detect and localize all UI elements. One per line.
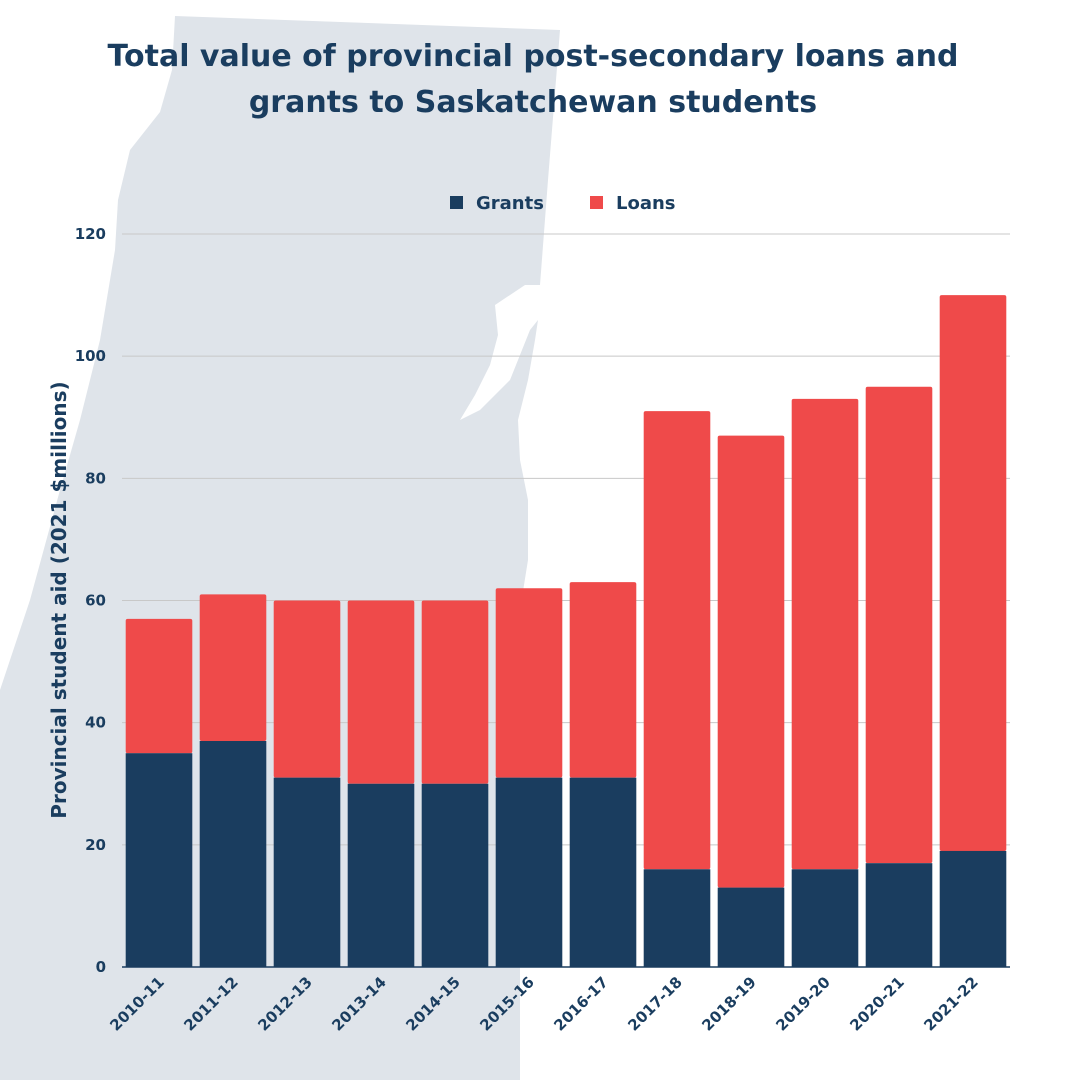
x-tick-label: 2021-22 (920, 973, 981, 1034)
x-tick-label: 2011-12 (180, 973, 241, 1034)
bar-grants-2019-20 (791, 869, 859, 967)
legend: Grants Loans (450, 193, 676, 214)
bar-grants-2012-13 (273, 777, 341, 967)
bar-grants-2020-21 (865, 863, 933, 967)
y-tick-label: 120 (75, 225, 106, 243)
bar-grants-2017-18 (643, 869, 711, 967)
x-tick-label: 2018-19 (698, 973, 759, 1034)
y-axis-title: Provincial student aid (2021 $millions) (47, 381, 71, 818)
bar-grants-2010-11 (125, 753, 193, 967)
bar-loans-2020-21 (865, 386, 933, 864)
y-tick-label: 0 (96, 958, 106, 976)
bar-loans-2013-14 (347, 600, 415, 784)
bar-grants-2021-22 (939, 850, 1007, 967)
bar-loans-2018-19 (717, 435, 785, 888)
bar-loans-2016-17 (569, 582, 637, 778)
bar-grants-2014-15 (421, 783, 489, 967)
legend-swatch-grants (450, 196, 463, 209)
bar-loans-2012-13 (273, 600, 341, 778)
x-tick-label: 2015-16 (476, 973, 537, 1034)
bar-loans-2017-18 (643, 411, 711, 870)
bar-loans-2019-20 (791, 398, 859, 870)
y-tick-label: 100 (75, 347, 106, 365)
x-tick-label: 2016-17 (550, 973, 611, 1034)
bar-grants-2011-12 (199, 740, 267, 967)
bar-grants-2016-17 (569, 777, 637, 967)
y-tick-label: 40 (85, 714, 106, 732)
bar-loans-2015-16 (495, 588, 563, 778)
legend-swatch-loans (590, 196, 603, 209)
bar-grants-2018-19 (717, 887, 785, 967)
bar-group (125, 295, 1007, 967)
x-tick-label: 2020-21 (846, 973, 907, 1034)
chart-title: Total value of provincial post-secondary… (107, 39, 959, 120)
legend-label-grants: Grants (476, 193, 544, 214)
x-tick-label: 2017-18 (624, 973, 685, 1034)
x-tick-label: 2010-11 (106, 973, 167, 1034)
bar-loans-2011-12 (199, 594, 267, 741)
bar-loans-2010-11 (125, 618, 193, 754)
x-tick-label: 2019-20 (772, 973, 833, 1034)
x-tick-label: 2014-15 (402, 973, 463, 1034)
legend-label-loans: Loans (616, 193, 676, 214)
bar-grants-2013-14 (347, 783, 415, 967)
bar-loans-2014-15 (421, 600, 489, 784)
x-tick-label: 2013-14 (328, 973, 389, 1034)
bar-grants-2015-16 (495, 777, 563, 967)
y-tick-label: 20 (85, 836, 106, 854)
y-tick-label: 60 (85, 592, 106, 610)
bar-loans-2021-22 (939, 295, 1007, 851)
y-tick-label: 80 (85, 469, 106, 487)
x-tick-label: 2012-13 (254, 973, 315, 1034)
grid-lines (122, 233, 1010, 846)
